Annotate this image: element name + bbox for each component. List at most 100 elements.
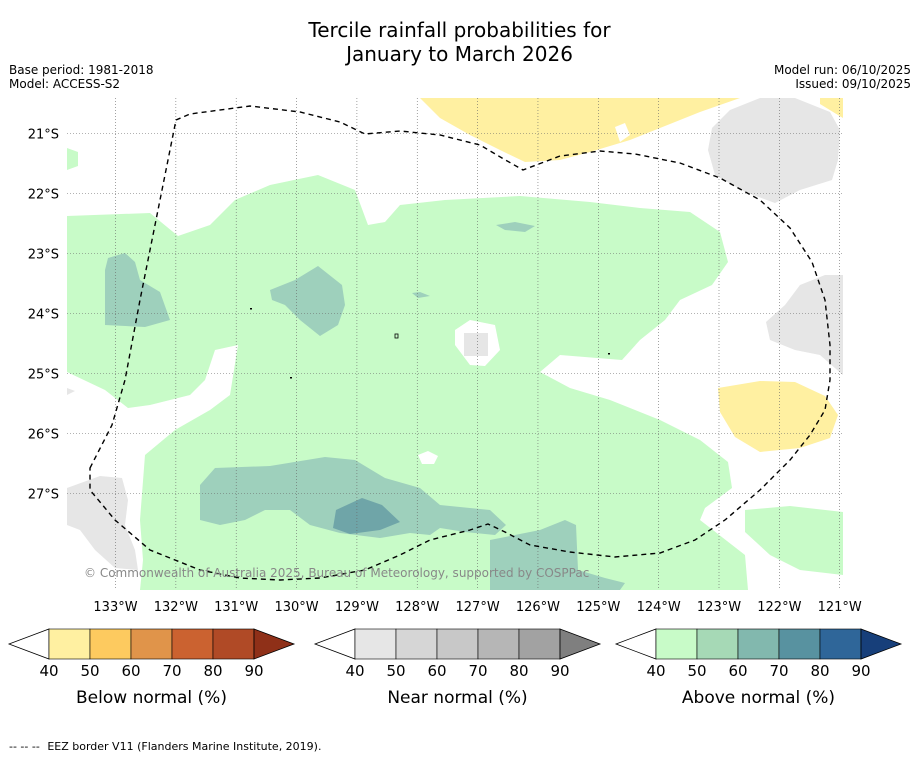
colorbar: 40 50 60 70 80 90 Near normal (%) — [313, 628, 602, 708]
colorbar-tick-label: 90 — [550, 662, 569, 680]
longitude-labels: 133°W 132°W 131°W 130°W 129°W 128°W 127°W 126°W… — [93, 600, 862, 615]
longitude-label: 122°W — [757, 600, 801, 615]
colorbar-max-arrow — [860, 628, 903, 660]
below-normal-40-patch — [820, 98, 843, 118]
below-normal-40-patch — [420, 98, 740, 162]
colorbar-segment — [130, 628, 173, 660]
colorbar-title: Near normal (%) — [387, 688, 527, 708]
colorbar-title: Below normal (%) — [76, 688, 227, 708]
latitude-label: 21°S — [28, 128, 59, 143]
colorbar-segment — [696, 628, 739, 660]
near-normal-40-patch — [708, 98, 840, 203]
colorbar-min-arrow — [614, 628, 657, 660]
near-normal-40-patch — [67, 476, 138, 570]
above-normal-40-patch — [67, 148, 78, 170]
colorbar-segment — [395, 628, 438, 660]
above-normal-50-patch — [496, 222, 535, 232]
longitude-label: 121°W — [818, 600, 862, 615]
colorbar-tick-label: 50 — [386, 662, 405, 680]
above-normal-50-patch — [270, 266, 345, 336]
colorbar-segment — [212, 628, 255, 660]
latitude-label: 24°S — [28, 308, 59, 323]
colorbar-title: Above normal (%) — [682, 688, 835, 708]
longitude-label: 126°W — [516, 600, 560, 615]
longitude-label: 125°W — [576, 600, 620, 615]
colorbar-tick-label: 60 — [121, 662, 140, 680]
longitude-label: 130°W — [274, 600, 318, 615]
small-mark — [608, 353, 610, 355]
eez-border-caption: EEZ border V11 (Flanders Marine Institut… — [47, 740, 322, 753]
colorbar-max-arrow — [559, 628, 602, 660]
colorbar-segment — [354, 628, 397, 660]
colorbar: 40 50 60 70 80 90 Below normal (%) — [7, 628, 296, 708]
colorbar-max-arrow — [253, 628, 296, 660]
colorbar-tick-label: 40 — [39, 662, 58, 680]
near-normal-40-patch — [464, 333, 488, 356]
colorbar-tick-label: 50 — [687, 662, 706, 680]
longitude-label: 132°W — [154, 600, 198, 615]
latitude-label: 25°S — [28, 368, 59, 383]
colorbar-tick-label: 40 — [345, 662, 364, 680]
colorbar-tick-label: 70 — [162, 662, 181, 680]
map-area: © Commonwealth of Australia 2025, Bureau… — [67, 98, 843, 590]
base-period: Base period: 1981-2018 — [9, 63, 154, 77]
colorbar-tick-label: 70 — [769, 662, 788, 680]
colorbar-segment — [655, 628, 698, 660]
colorbar-segment — [518, 628, 561, 660]
near-normal-40-patch — [766, 275, 843, 375]
small-mark — [250, 308, 252, 310]
colorbar-tick-label: 70 — [468, 662, 487, 680]
colorbar-segment — [477, 628, 520, 660]
longitude-label: 123°W — [697, 600, 741, 615]
gridlines — [67, 98, 843, 590]
title-line-2: January to March 2026 — [346, 42, 573, 66]
colorbar-segment — [737, 628, 780, 660]
latitude-label: 23°S — [28, 248, 59, 263]
colorbar-tick-label: 40 — [646, 662, 665, 680]
latitude-labels: 21°S 22°S 23°S 24°S 25°S 26°S 27°S — [28, 128, 59, 503]
colorbar-tick-label: 80 — [203, 662, 222, 680]
latitude-label: 26°S — [28, 428, 59, 443]
above-normal-50-patch — [412, 292, 430, 298]
eez-border — [89, 105, 831, 581]
colorbar-segment — [436, 628, 479, 660]
colorbar-segment — [778, 628, 821, 660]
above-normal-50-patch — [105, 253, 170, 327]
small-mark — [290, 377, 292, 379]
copyright-notice: © Commonwealth of Australia 2025, Bureau… — [84, 566, 589, 580]
map-title: Tercile rainfall probabilities for Janua… — [0, 18, 919, 66]
model-run: Model run: 06/10/2025 — [773, 63, 911, 77]
above-normal-50-patch — [200, 457, 506, 538]
longitude-label: 131°W — [214, 600, 258, 615]
near-normal-40-patch — [67, 388, 75, 395]
run-info: Model run: 06/10/2025 Issued: 09/10/2025 — [774, 63, 911, 91]
below-normal-40-patch — [718, 381, 838, 452]
latitude-label: 27°S — [28, 488, 59, 503]
colorbar-segment — [48, 628, 91, 660]
issued-date: Issued: 09/10/2025 — [795, 77, 911, 91]
colorbar-tick-label: 90 — [244, 662, 263, 680]
colorbar-min-arrow — [313, 628, 356, 660]
colorbar-tick-label: 60 — [427, 662, 446, 680]
above-normal-40-patch-east — [745, 506, 843, 575]
colorbar-tick-label: 50 — [80, 662, 99, 680]
longitude-label: 124°W — [637, 600, 681, 615]
small-mark — [394, 333, 399, 339]
longitude-label: 127°W — [456, 600, 500, 615]
legend-footer: -- -- -- EEZ border V11 (Flanders Marine… — [9, 740, 321, 753]
colorbar-segment — [171, 628, 214, 660]
colorbar-min-arrow — [7, 628, 50, 660]
colorbars: 40 50 60 70 80 90 Below normal (%) 40 50 60 70 80 90… — [7, 628, 903, 708]
colorbar-segment — [819, 628, 862, 660]
model-name: Model: ACCESS-S2 — [9, 77, 121, 91]
model-info: Base period: 1981-2018 Model: ACCESS-S2 — [9, 63, 154, 91]
white-gap — [418, 451, 438, 464]
title-line-1: Tercile rainfall probabilities for — [308, 18, 611, 42]
above-normal-50-patch — [490, 520, 625, 590]
eez-dash-sample: -- -- -- — [9, 740, 40, 753]
colorbar-segment — [89, 628, 132, 660]
latitude-label: 22°S — [28, 188, 59, 203]
colorbar-tick-label: 80 — [810, 662, 829, 680]
colorbar: 40 50 60 70 80 90 Above normal (%) — [614, 628, 903, 708]
